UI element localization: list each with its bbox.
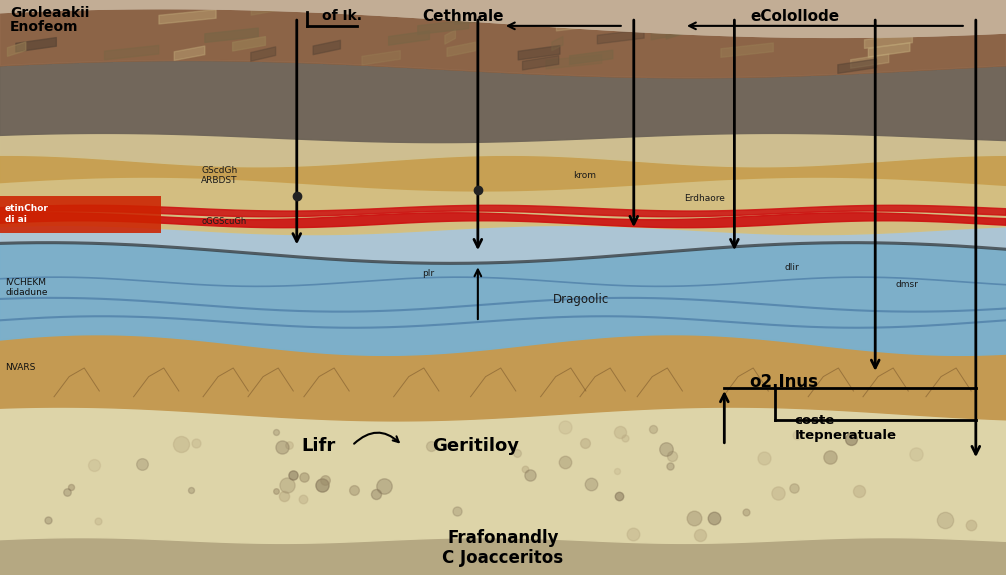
Text: IVCHEKM
didadune: IVCHEKM didadune (5, 278, 47, 297)
Text: Enofeom: Enofeom (10, 20, 78, 34)
Text: Geritiloy: Geritiloy (433, 436, 519, 455)
Text: Groleaakii: Groleaakii (10, 6, 90, 20)
Text: o2.Inus: o2.Inus (749, 373, 819, 392)
Text: coste
Itepneratuale: coste Itepneratuale (795, 415, 896, 442)
Text: Cethmale: Cethmale (422, 9, 504, 24)
Text: eColollode: eColollode (750, 9, 839, 24)
Text: NVARS: NVARS (5, 363, 35, 373)
Bar (0, 196, 161, 233)
Text: dlir: dlir (785, 263, 800, 272)
Text: plr: plr (423, 269, 435, 278)
Text: of Ik.: of Ik. (322, 9, 362, 22)
Text: Erdhaore: Erdhaore (684, 194, 725, 203)
Text: Frafonandly: Frafonandly (448, 528, 558, 547)
Text: krom: krom (573, 171, 597, 180)
Text: Dragoolic: Dragoolic (553, 293, 610, 305)
Text: etinChor
di ai: etinChor di ai (5, 204, 49, 224)
Text: Lifr: Lifr (302, 436, 336, 455)
Text: C Joacceritos: C Joacceritos (443, 549, 563, 567)
Text: oGGScuGh: oGGScuGh (201, 217, 246, 226)
Text: GScdGh
ARBDST: GScdGh ARBDST (201, 166, 237, 185)
Text: dmsr: dmsr (895, 280, 918, 289)
